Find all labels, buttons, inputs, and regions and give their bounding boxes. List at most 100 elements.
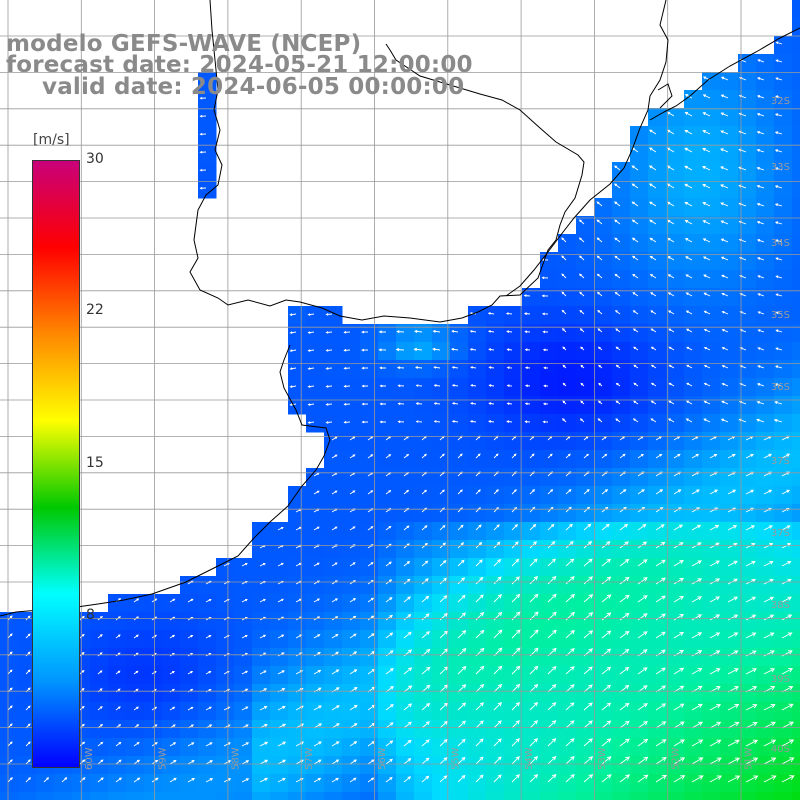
wind-arrow	[547, 453, 553, 459]
wind-arrow	[361, 330, 369, 334]
wind-speed-cell	[558, 738, 577, 757]
wind-speed-cell	[486, 540, 505, 559]
wind-speed-cell	[558, 306, 577, 325]
wind-speed-cell	[288, 648, 307, 667]
wind-speed-cell	[216, 648, 235, 667]
wind-speed-cell	[774, 324, 793, 343]
wind-arrow	[378, 348, 387, 352]
wind-arrow	[720, 130, 729, 135]
wind-speed-cell	[0, 612, 19, 631]
wind-speed-cell	[630, 576, 649, 595]
wind-arrow	[703, 310, 711, 315]
wind-arrow	[597, 400, 603, 405]
wind-arrow	[7, 669, 13, 675]
wind-speed-cell	[18, 756, 37, 775]
wind-speed-cell	[378, 414, 397, 433]
wind-speed-cell	[414, 612, 433, 631]
wind-arrow	[493, 576, 502, 585]
wind-speed-cell	[594, 576, 613, 595]
wind-arrow	[619, 489, 627, 495]
wind-speed-cell	[756, 774, 775, 793]
wind-arrow	[781, 632, 793, 639]
wind-speed-cell	[702, 378, 721, 397]
wind-speed-cell	[540, 540, 559, 559]
wind-arrow	[745, 632, 757, 639]
wind-speed-cell	[288, 360, 307, 379]
wind-speed-cell	[630, 648, 649, 667]
wind-arrow	[313, 634, 321, 639]
wind-arrow	[668, 364, 675, 369]
wind-arrow	[343, 420, 351, 424]
wind-speed-cell	[126, 756, 145, 775]
wind-arrow	[703, 418, 711, 423]
wind-speed-cell	[432, 540, 451, 559]
wind-speed-cell	[342, 342, 361, 361]
wind-speed-cell	[414, 504, 433, 523]
latitude-label: 34S	[771, 238, 790, 249]
wind-speed-cell	[738, 342, 757, 361]
wind-speed-cell	[756, 72, 775, 91]
wind-speed-cell	[468, 324, 487, 343]
wind-speed-cell	[0, 666, 19, 685]
wind-speed-cell	[144, 774, 163, 793]
latitude-label: 37S	[771, 456, 790, 467]
wind-speed-cell	[342, 594, 361, 613]
wind-arrow	[259, 670, 267, 675]
wind-speed-cell	[684, 144, 703, 163]
wind-speed-cell	[684, 180, 703, 199]
wind-speed-cell	[774, 756, 793, 775]
wind-speed-cell	[594, 630, 613, 649]
wind-speed-cell	[270, 756, 289, 775]
wind-arrow	[774, 113, 783, 117]
wind-speed-cell	[666, 270, 685, 289]
wind-speed-cell	[432, 450, 451, 469]
wind-speed-cell	[342, 720, 361, 739]
longitude-label: 53W	[597, 747, 608, 770]
wind-arrow	[505, 312, 513, 315]
wind-arrow	[115, 741, 122, 747]
wind-arrow	[421, 739, 430, 747]
wind-arrow	[403, 613, 412, 621]
wind-speed-cell	[792, 288, 800, 307]
wind-arrow	[615, 418, 621, 423]
wind-speed-cell	[792, 648, 800, 667]
wind-speed-cell	[342, 684, 361, 703]
wind-speed-cell	[342, 486, 361, 505]
wind-arrow	[632, 310, 639, 315]
wind-speed-cell	[576, 666, 595, 685]
wind-speed-cell	[414, 378, 433, 397]
wind-arrow	[169, 760, 177, 765]
wind-speed-cell	[540, 324, 559, 343]
wind-arrow	[547, 756, 557, 765]
wind-speed-cell	[522, 648, 541, 667]
wind-speed-cell	[756, 378, 775, 397]
wind-arrow	[583, 756, 594, 765]
wind-speed-cell	[342, 774, 361, 793]
wind-speed-cell	[720, 108, 739, 127]
wind-arrow	[511, 665, 521, 675]
wind-speed-cell	[522, 486, 541, 505]
wind-speed-cell	[144, 666, 163, 685]
wind-speed-cell	[360, 486, 379, 505]
wind-speed-cell	[576, 684, 595, 703]
wind-speed-cell	[720, 144, 739, 163]
wind-arrow	[632, 273, 639, 279]
wind-speed-cell	[306, 576, 325, 595]
wind-speed-cell	[360, 324, 379, 343]
wind-arrow	[601, 612, 612, 621]
longitude-label: 57W	[304, 747, 315, 770]
wind-arrow	[578, 273, 585, 279]
wind-speed-cell	[540, 630, 559, 649]
wind-speed-cell	[792, 198, 800, 217]
wind-arrow	[709, 739, 722, 747]
wind-arrow	[524, 330, 531, 334]
wind-arrow	[702, 202, 711, 207]
wind-arrow	[673, 524, 684, 531]
wind-arrow	[97, 634, 103, 639]
wind-arrow	[61, 777, 68, 783]
wind-speed-cell	[594, 522, 613, 541]
wind-speed-cell	[720, 72, 739, 91]
wind-arrow	[709, 507, 719, 513]
wind-speed-cell	[234, 576, 253, 595]
wind-arrow	[433, 366, 441, 369]
